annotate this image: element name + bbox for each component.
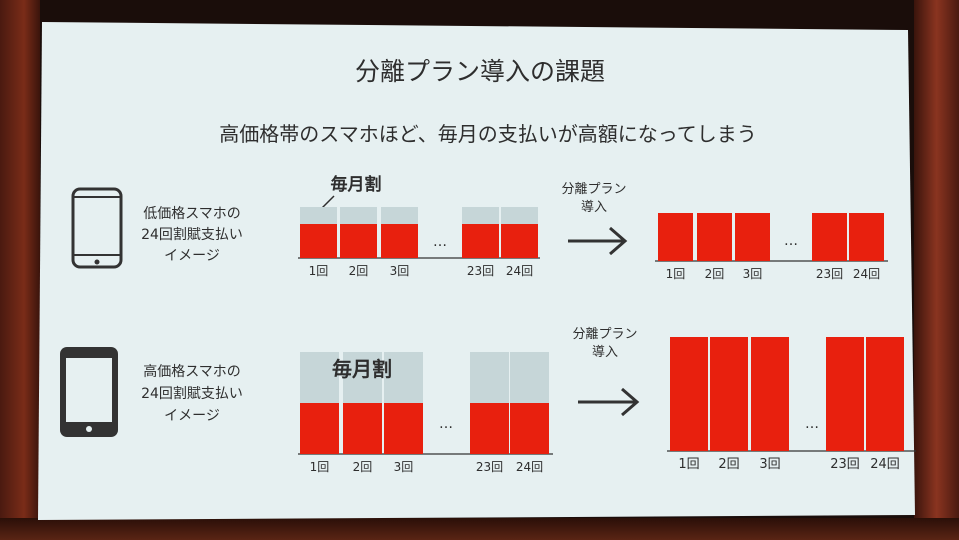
discount-bar bbox=[300, 352, 339, 403]
row2-arrow-icon bbox=[578, 387, 640, 417]
discount-bar bbox=[343, 352, 382, 403]
row1-after-bars: 1回 2回 3回 23回 24回 bbox=[655, 213, 888, 281]
curtain-left bbox=[0, 0, 40, 540]
x-tick-label: 2回 bbox=[705, 267, 725, 281]
row1-label-line1: 低価格スマホの bbox=[143, 206, 241, 222]
row1-discount-annotation: 毎月割 bbox=[331, 174, 382, 195]
after-payment-bar bbox=[735, 213, 770, 261]
discount-bar bbox=[300, 207, 337, 224]
row2-label-line3: イメージ bbox=[164, 408, 220, 424]
after-payment-bar bbox=[710, 337, 748, 451]
x-tick-label: 1回 bbox=[309, 264, 329, 278]
row2-before-bars: 1回 2回 3回 23回 24回 bbox=[298, 352, 553, 474]
payment-bar bbox=[384, 403, 423, 454]
discount-bar bbox=[381, 207, 418, 224]
discount-bar bbox=[462, 207, 499, 224]
curtain-right bbox=[914, 0, 959, 540]
row1-label-line3: イメージ bbox=[164, 248, 220, 264]
discount-bar bbox=[510, 352, 549, 403]
row2-arrow-label-line2: 導入 bbox=[592, 345, 618, 360]
row2-label-line2: 24回割賦支払い bbox=[141, 385, 243, 402]
row2-ellipsis: … bbox=[439, 416, 453, 432]
row2-after-ellipsis: … bbox=[805, 416, 819, 432]
x-tick-label: 23回 bbox=[476, 460, 503, 474]
x-tick-label: 3回 bbox=[394, 460, 414, 474]
after-payment-bar bbox=[849, 213, 884, 261]
payment-bar bbox=[300, 403, 339, 454]
row1-ellipsis: … bbox=[433, 234, 447, 250]
slide-title: 分離プラン導入の課題 bbox=[355, 57, 605, 86]
row1-before-bars: 1回 2回 3回 23回 24回 bbox=[298, 207, 540, 278]
x-tick-label: 2回 bbox=[349, 264, 369, 278]
after-payment-bar bbox=[866, 337, 904, 451]
row2-after-bars: 1回 2回 3回 23回 24回 bbox=[667, 337, 916, 472]
after-payment-bar bbox=[751, 337, 789, 451]
x-tick-label: 3回 bbox=[390, 264, 410, 278]
slide-subtitle: 高価格帯のスマホほど、毎月の支払いが高額になってしまう bbox=[219, 122, 756, 146]
x-tick-label: 3回 bbox=[743, 267, 763, 281]
x-tick-label: 24回 bbox=[870, 457, 900, 472]
after-payment-bar bbox=[670, 337, 708, 451]
x-tick-label: 2回 bbox=[353, 460, 373, 474]
payment-bar bbox=[381, 224, 418, 258]
phone-outline-icon bbox=[71, 187, 123, 269]
x-tick-label: 2回 bbox=[718, 457, 739, 472]
row1-arrow-icon bbox=[568, 226, 628, 256]
payment-bar bbox=[343, 403, 382, 454]
stage-floor bbox=[0, 518, 959, 540]
x-tick-label: 1回 bbox=[310, 460, 330, 474]
x-tick-label: 24回 bbox=[516, 460, 543, 474]
discount-bar bbox=[501, 207, 538, 224]
row2-discount-annotation: 毎月割 bbox=[332, 357, 392, 381]
row1-arrow-label-line2: 導入 bbox=[581, 200, 607, 215]
after-payment-bar bbox=[697, 213, 732, 261]
row2-label-line1: 高価格スマホの bbox=[143, 363, 241, 380]
discount-bar bbox=[340, 207, 377, 224]
x-tick-label: 24回 bbox=[853, 267, 880, 281]
x-tick-label: 1回 bbox=[666, 267, 686, 281]
payment-bar bbox=[470, 403, 509, 454]
payment-bar bbox=[501, 224, 538, 258]
row1-after-ellipsis: … bbox=[784, 233, 798, 249]
payment-bar bbox=[510, 403, 549, 454]
row1-label-line2: 24回割賦支払い bbox=[141, 226, 243, 243]
discount-bar bbox=[384, 352, 423, 403]
after-payment-bar bbox=[658, 213, 693, 261]
x-tick-label: 23回 bbox=[830, 457, 860, 472]
payment-bar bbox=[300, 224, 337, 258]
after-payment-bar bbox=[826, 337, 864, 451]
after-payment-bar bbox=[812, 213, 847, 261]
x-tick-label: 3回 bbox=[759, 457, 780, 472]
phone-filled-icon bbox=[60, 347, 118, 437]
discount-bar bbox=[470, 352, 509, 403]
payment-bar bbox=[340, 224, 377, 258]
x-tick-label: 23回 bbox=[467, 264, 494, 278]
payment-bar bbox=[462, 224, 499, 258]
x-tick-label: 23回 bbox=[816, 267, 843, 281]
x-tick-label: 1回 bbox=[678, 457, 699, 472]
row1-arrow-label-line1: 分離プラン bbox=[561, 182, 626, 197]
x-tick-label: 24回 bbox=[506, 264, 533, 278]
row2-arrow-label-line1: 分離プラン bbox=[572, 327, 637, 342]
